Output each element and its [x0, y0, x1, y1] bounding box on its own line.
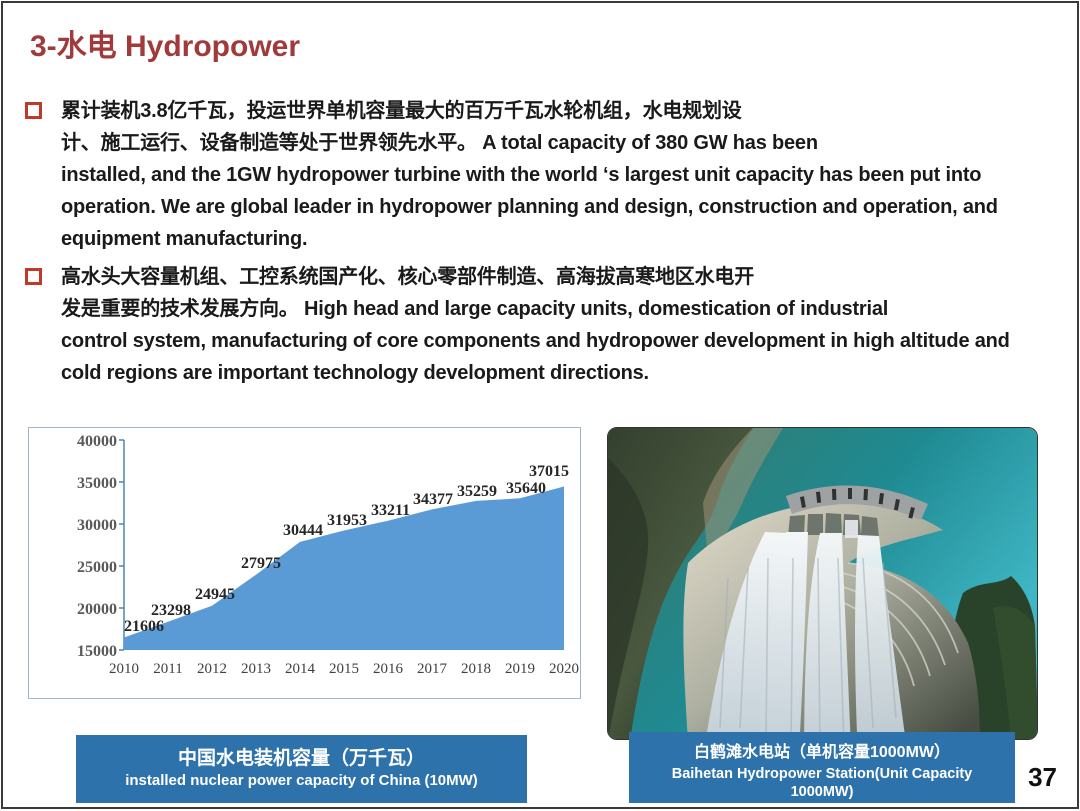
svg-text:30444: 30444 — [283, 522, 323, 539]
svg-text:35259: 35259 — [457, 483, 497, 500]
svg-text:2019: 2019 — [505, 661, 535, 677]
svg-text:25000: 25000 — [77, 559, 117, 576]
svg-text:30000: 30000 — [77, 517, 117, 534]
svg-text:24945: 24945 — [195, 586, 235, 603]
svg-text:33211: 33211 — [371, 502, 410, 519]
svg-text:15000: 15000 — [77, 643, 117, 660]
svg-text:23298: 23298 — [151, 602, 191, 619]
svg-text:2011: 2011 — [153, 661, 182, 677]
svg-text:37015: 37015 — [529, 463, 569, 480]
svg-text:2014: 2014 — [285, 661, 316, 677]
svg-text:35000: 35000 — [77, 475, 117, 492]
svg-text:27975: 27975 — [241, 555, 281, 572]
svg-text:31953: 31953 — [327, 512, 367, 529]
svg-text:2015: 2015 — [329, 661, 359, 677]
svg-text:2012: 2012 — [197, 661, 227, 677]
svg-text:21606: 21606 — [124, 618, 164, 635]
svg-text:34377: 34377 — [413, 491, 453, 508]
svg-text:2020: 2020 — [549, 661, 579, 677]
svg-text:2016: 2016 — [373, 661, 404, 677]
svg-text:2013: 2013 — [241, 661, 271, 677]
svg-text:20000: 20000 — [77, 601, 117, 618]
svg-text:40000: 40000 — [77, 433, 117, 450]
svg-text:2017: 2017 — [417, 661, 448, 677]
svg-text:2018: 2018 — [461, 661, 491, 677]
svg-text:35640: 35640 — [506, 480, 546, 497]
svg-text:2010: 2010 — [109, 661, 139, 677]
